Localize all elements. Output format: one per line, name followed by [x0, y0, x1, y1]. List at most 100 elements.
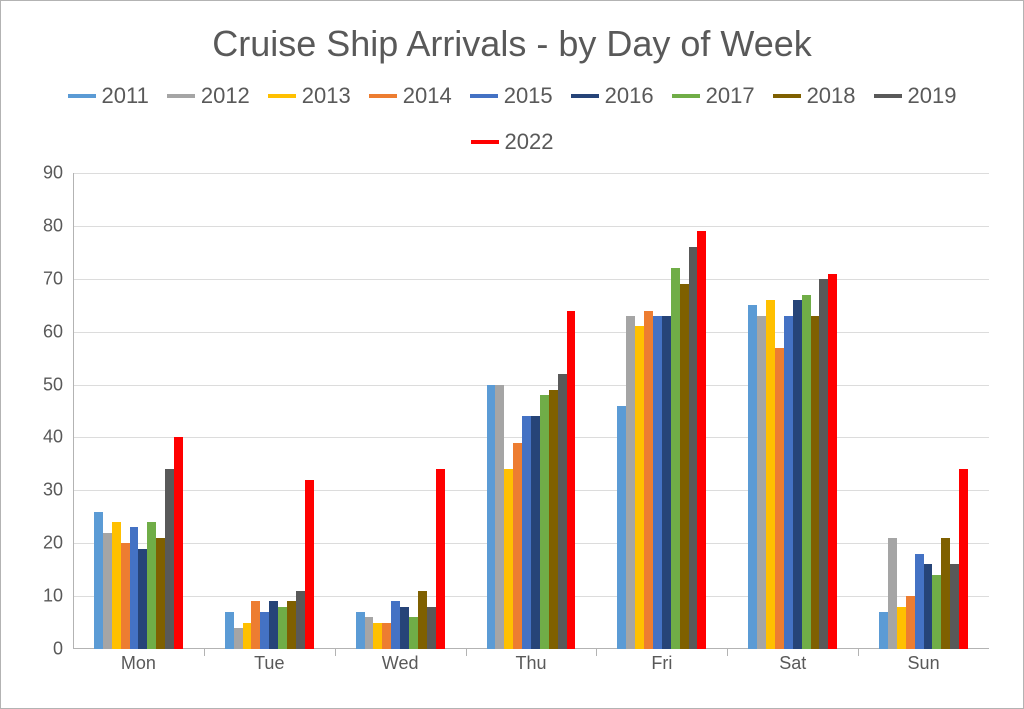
bar: [879, 612, 888, 649]
bar: [558, 374, 567, 649]
bar: [748, 305, 757, 649]
bar: [522, 416, 531, 649]
bar: [418, 591, 427, 649]
bar: [269, 601, 278, 649]
legend-swatch: [471, 140, 499, 144]
bar: [495, 385, 504, 649]
legend-label: 2022: [505, 129, 554, 155]
bar: [156, 538, 165, 649]
legend-label: 2017: [706, 83, 755, 109]
bar: [504, 469, 513, 649]
bar: [391, 601, 400, 649]
bar: [225, 612, 234, 649]
bar: [819, 279, 828, 649]
legend-swatch: [672, 94, 700, 98]
bar: [897, 607, 906, 649]
bar: [287, 601, 296, 649]
bar: [906, 596, 915, 649]
y-tick-label: 80: [23, 215, 63, 236]
bar: [549, 390, 558, 649]
bar: [531, 416, 540, 649]
bar: [130, 527, 139, 649]
legend-swatch: [369, 94, 397, 98]
bar: [305, 480, 314, 649]
bar: [373, 623, 382, 649]
bar: [932, 575, 941, 649]
plot-area: 0102030405060708090 MonTueWedThuFriSatSu…: [73, 173, 989, 673]
legend-item: 2017: [672, 83, 755, 109]
bar: [103, 533, 112, 649]
bar: [400, 607, 409, 649]
y-tick-label: 90: [23, 163, 63, 184]
x-axis-label: Sun: [908, 653, 940, 674]
legend-item: 2013: [268, 83, 351, 109]
x-axis-label: Thu: [515, 653, 546, 674]
bar: [243, 623, 252, 649]
bar: [635, 326, 644, 649]
bar: [278, 607, 287, 649]
bar: [513, 443, 522, 649]
bar: [757, 316, 766, 649]
legend-item: 2016: [571, 83, 654, 109]
legend-swatch: [773, 94, 801, 98]
legend-item: 2022: [471, 129, 554, 155]
legend-item: 2018: [773, 83, 856, 109]
x-axis-label: Wed: [382, 653, 419, 674]
bar: [234, 628, 243, 649]
y-tick-label: 70: [23, 268, 63, 289]
bar: [617, 406, 626, 649]
legend-label: 2018: [807, 83, 856, 109]
legend-label: 2013: [302, 83, 351, 109]
x-axis-label: Tue: [254, 653, 284, 674]
bar: [697, 231, 706, 649]
bar: [671, 268, 680, 649]
bar: [487, 385, 496, 649]
legend-label: 2012: [201, 83, 250, 109]
x-axis-labels: Mon Tue Wed Thu Fri Sat Sun: [73, 653, 989, 677]
bar: [165, 469, 174, 649]
bar: [540, 395, 549, 649]
bar: [296, 591, 305, 649]
bar: [644, 311, 653, 649]
legend-item: 2014: [369, 83, 452, 109]
bar: [802, 295, 811, 649]
bar: [251, 601, 260, 649]
bar: [94, 512, 103, 650]
y-tick-label: 40: [23, 427, 63, 448]
x-axis-label: Sat: [779, 653, 806, 674]
bar: [828, 274, 837, 650]
chart-frame: Cruise Ship Arrivals - by Day of Week 20…: [0, 0, 1024, 709]
legend-item: 2019: [874, 83, 957, 109]
legend-label: 2019: [908, 83, 957, 109]
bar: [766, 300, 775, 649]
y-tick-label: 10: [23, 586, 63, 607]
chart-legend: 2011201220132014201520162017201820192022: [29, 83, 995, 155]
bar: [427, 607, 436, 649]
bar: [567, 311, 576, 649]
bar: [409, 617, 418, 649]
y-axis: 0102030405060708090: [29, 173, 69, 649]
bar: [888, 538, 897, 649]
legend-label: 2016: [605, 83, 654, 109]
x-axis-label: Fri: [651, 653, 672, 674]
legend-swatch: [571, 94, 599, 98]
legend-label: 2014: [403, 83, 452, 109]
bar: [689, 247, 698, 649]
y-tick-label: 60: [23, 321, 63, 342]
bar: [915, 554, 924, 649]
legend-swatch: [470, 94, 498, 98]
bar: [811, 316, 820, 649]
legend-swatch: [167, 94, 195, 98]
legend-item: 2012: [167, 83, 250, 109]
bar: [436, 469, 445, 649]
bar: [784, 316, 793, 649]
bar: [653, 316, 662, 649]
bar: [941, 538, 950, 649]
bar: [356, 612, 365, 649]
y-tick-label: 20: [23, 533, 63, 554]
x-axis-label: Mon: [121, 653, 156, 674]
legend-item: 2015: [470, 83, 553, 109]
bar: [680, 284, 689, 649]
bar: [662, 316, 671, 649]
bar: [382, 623, 391, 649]
